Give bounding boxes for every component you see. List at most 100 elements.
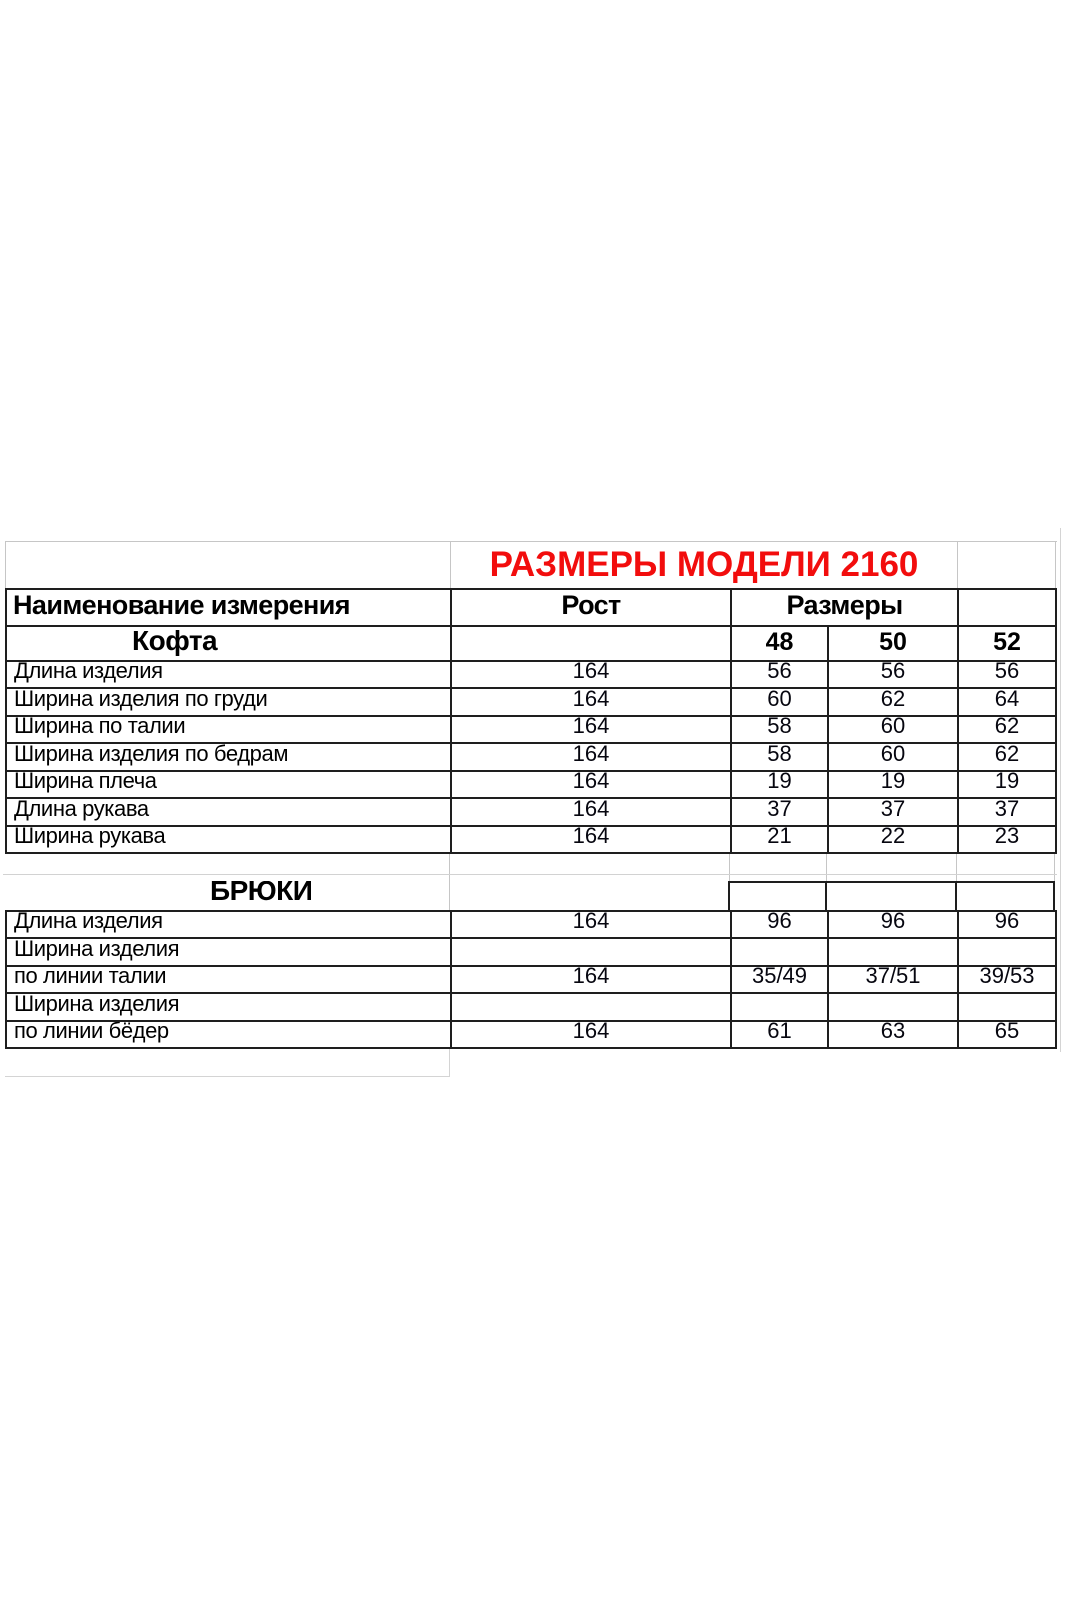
spacer-cell	[730, 854, 827, 881]
size48-value: 37	[732, 799, 829, 825]
row-label: Ширина изделия по бедрам	[7, 744, 452, 770]
table-row: Ширина рукава 164 21 22 23	[5, 827, 1057, 854]
row-label: Длина изделия	[7, 662, 452, 687]
size50-value: 96	[829, 912, 959, 937]
table-row: по линии бёдер 164 61 63 65	[5, 1022, 1057, 1049]
table-row: Длина изделия 164 56 56 56	[5, 662, 1057, 689]
size52-value: 64	[959, 689, 1057, 715]
column-header-row: Наименование измерения Рост Размеры	[5, 588, 1057, 627]
rost-value: 164	[452, 689, 732, 715]
spacer-cell	[827, 854, 957, 881]
rost-value: 164	[452, 827, 732, 852]
kofta-rost-empty	[452, 627, 732, 660]
size48-value: 21	[732, 827, 829, 852]
rost-value: 164	[452, 799, 732, 825]
spacer-cell	[450, 854, 730, 881]
table-title: РАЗМЕРЫ МОДЕЛИ 2160	[451, 542, 958, 588]
col-header-empty	[959, 590, 1057, 625]
row-label: Ширина изделия	[7, 994, 452, 1020]
bryuki-size48-empty	[730, 881, 827, 910]
size50-value: 62	[829, 689, 959, 715]
size48-value: 96	[732, 912, 829, 937]
size52-value	[959, 939, 1057, 965]
table-row: Длина рукава 164 37 37 37	[5, 799, 1057, 827]
size48-value: 19	[732, 772, 829, 797]
size50-value: 22	[829, 827, 959, 852]
size52-value: 62	[959, 744, 1057, 770]
size-header-52: 52	[959, 627, 1057, 660]
spacer-row	[3, 854, 1057, 881]
size52-value: 56	[959, 662, 1057, 687]
size52-value	[959, 994, 1057, 1020]
size48-value: 61	[732, 1022, 829, 1047]
rost-value: 164	[452, 772, 732, 797]
row-label: Ширина плеча	[7, 772, 452, 797]
size50-value: 37/51	[829, 967, 959, 992]
section-header-bryuki: БРЮКИ	[5, 881, 1057, 912]
size48-value	[732, 994, 829, 1020]
col-header-rost: Рост	[452, 590, 732, 625]
rost-value	[452, 939, 732, 965]
rost-value: 164	[452, 744, 732, 770]
size52-value: 96	[959, 912, 1057, 937]
size48-value: 58	[732, 744, 829, 770]
col-header-sizes: Размеры	[732, 590, 959, 625]
section-header-kofta: Кофта 48 50 52	[5, 627, 1057, 662]
size50-value: 19	[829, 772, 959, 797]
row-label: Ширина рукава	[7, 827, 452, 852]
size50-value: 60	[829, 744, 959, 770]
bryuki-size52-empty	[957, 881, 1055, 910]
table-row: Ширина изделия	[5, 939, 1057, 967]
size50-value: 60	[829, 717, 959, 742]
row-label: Ширина по талии	[7, 717, 452, 742]
size52-value: 62	[959, 717, 1057, 742]
size-table: РАЗМЕРЫ МОДЕЛИ 2160 Наименование измерен…	[3, 541, 1057, 1049]
size52-value: 23	[959, 827, 1057, 852]
size48-value: 35/49	[732, 967, 829, 992]
size48-value: 58	[732, 717, 829, 742]
size52-value: 39/53	[959, 967, 1057, 992]
table-row: по линии талии 164 35/49 37/51 39/53	[5, 967, 1057, 994]
rost-value: 164	[452, 1022, 732, 1047]
col-header-name: Наименование измерения	[7, 590, 452, 625]
title-row-empty-cell	[6, 542, 451, 588]
table-row: Ширина изделия по груди 164 60 62 64	[5, 689, 1057, 717]
size50-value	[829, 939, 959, 965]
title-row: РАЗМЕРЫ МОДЕЛИ 2160	[5, 541, 1057, 588]
row-label: Ширина изделия	[7, 939, 452, 965]
table-row: Ширина по талии 164 58 60 62	[5, 717, 1057, 744]
rost-value: 164	[452, 967, 732, 992]
spacer-cell	[957, 854, 1055, 881]
size50-value: 56	[829, 662, 959, 687]
bryuki-size50-empty	[827, 881, 957, 910]
size48-value: 56	[732, 662, 829, 687]
section-label-kofta: Кофта	[7, 627, 452, 660]
row-label: по линии бёдер	[7, 1022, 452, 1047]
rost-value: 164	[452, 717, 732, 742]
size48-value: 60	[732, 689, 829, 715]
size52-value: 37	[959, 799, 1057, 825]
rost-value	[452, 994, 732, 1020]
gridline-remnant	[449, 1049, 450, 1077]
size-header-48: 48	[732, 627, 829, 660]
rost-value: 164	[452, 662, 732, 687]
bryuki-rost-empty	[450, 881, 730, 910]
size52-value: 19	[959, 772, 1057, 797]
rost-value: 164	[452, 912, 732, 937]
gridline-remnant	[1060, 528, 1061, 1052]
row-label: по линии талии	[7, 967, 452, 992]
row-label: Ширина изделия по груди	[7, 689, 452, 715]
size52-value: 65	[959, 1022, 1057, 1047]
row-label: Длина изделия	[7, 912, 452, 937]
size-header-50: 50	[829, 627, 959, 660]
row-label: Длина рукава	[7, 799, 452, 825]
size50-value: 37	[829, 799, 959, 825]
section-label-bryuki: БРЮКИ	[5, 881, 450, 910]
title-row-right-empty-cell	[958, 542, 1056, 588]
size48-value	[732, 939, 829, 965]
table-row: Ширина изделия	[5, 994, 1057, 1022]
table-row: Ширина изделия по бедрам 164 58 60 62	[5, 744, 1057, 772]
size50-value	[829, 994, 959, 1020]
table-row: Длина изделия 164 96 96 96	[5, 912, 1057, 939]
